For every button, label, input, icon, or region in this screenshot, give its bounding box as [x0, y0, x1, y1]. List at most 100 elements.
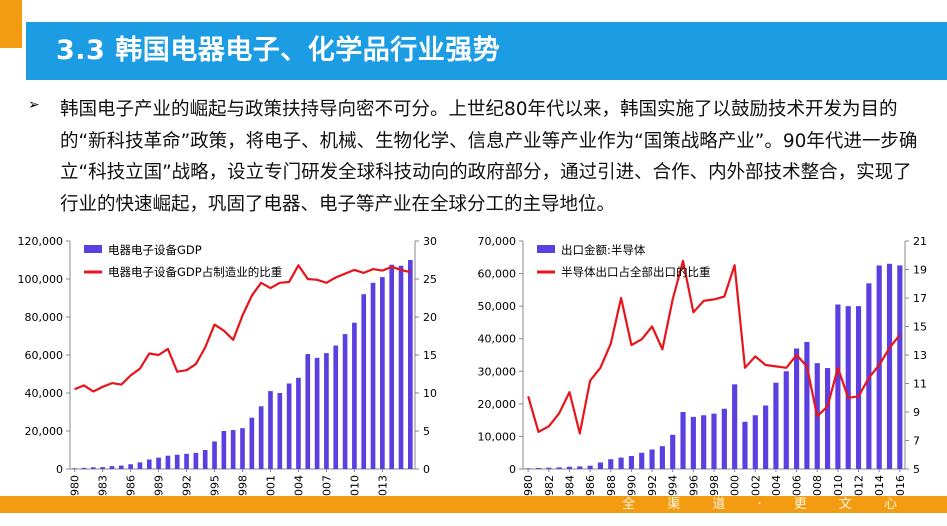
right-chart-bar: [711, 413, 717, 469]
left-chart-legend-bar-swatch: [84, 245, 102, 253]
right-chart-ratio-line: [527, 259, 901, 435]
left-chart-bar: [81, 467, 87, 469]
right-chart-y-left-tick-label: 70,000: [478, 235, 517, 248]
chart-electronics-gdp: 0 20,000 40,000 60,000 80,000 100,000 120,000 0…: [2, 228, 462, 526]
left-chart-y-left-tick-label: 100,000: [18, 273, 64, 286]
left-chart-bar: [193, 452, 199, 469]
body-paragraph: 韩国电子产业的崛起与政策扶持导向密不可分。上世纪80年代以来，韩国实施了以鼓励技…: [60, 99, 918, 215]
right-chart-bar: [639, 452, 645, 469]
right-chart-bar: [659, 446, 665, 469]
right-chart-y-right-tick-label: 11: [913, 378, 927, 391]
left-chart-y-right-tick-label: 5: [423, 425, 430, 438]
left-chart-bar: [230, 430, 236, 469]
left-chart-y-left-tick-label: 120,000: [18, 235, 64, 248]
right-chart-y-right-tick-label: 15: [913, 321, 927, 334]
right-chart-y-right-tick-label: 9: [913, 406, 920, 419]
right-chart-bar: [732, 384, 738, 469]
left-chart-bar: [221, 431, 227, 469]
right-chart-legend-bar-swatch: [537, 245, 555, 253]
body-text-block: ➢ 韩国电子产业的崛起与政策扶持导向密不可分。上世纪80年代以来，韩国实施了以鼓…: [28, 94, 923, 220]
left-chart-bar: [146, 459, 152, 469]
right-chart-bar: [721, 408, 727, 469]
left-chart-bar: [361, 294, 367, 469]
chart-semiconductor-export-svg: 0 10,000 20,000 30,000 40,000 50,000 60,000 70,…: [478, 235, 928, 503]
right-chart-y-right-tick-label: 19: [913, 264, 927, 277]
right-chart-bar: [783, 371, 789, 469]
right-chart-bar: [886, 263, 893, 469]
right-chart-y-right-tick-label: 13: [913, 349, 927, 362]
right-chart-bar: [670, 434, 676, 469]
right-chart-y-left-tick-label: 10,000: [478, 430, 517, 443]
left-chart-legend-line-label: 电器电子设备GDP占制造业的比重: [108, 265, 282, 279]
right-chart-legend-bar-label: 出口金额:半导体: [561, 243, 646, 257]
title-bar: 3.3 韩国电器电子、化学品行业强势: [26, 22, 947, 80]
right-chart-y-right-tick-label: 7: [913, 435, 920, 448]
left-chart-bar: [277, 393, 283, 469]
left-chart-bar: [296, 377, 301, 469]
left-chart-bar: [128, 464, 133, 469]
right-chart-bar: [525, 468, 531, 469]
right-chart-bar: [752, 415, 758, 469]
chart-semiconductor-export: 0 10,000 20,000 30,000 40,000 50,000 60,000 70,…: [478, 228, 938, 526]
right-chart-bar: [649, 449, 655, 469]
right-chart-y-left-tick-label: 20,000: [478, 398, 517, 411]
right-chart-y-right-tick-label: 21: [913, 235, 927, 248]
arrow-bullet-icon: ➢: [28, 97, 40, 113]
right-chart-bar: [876, 265, 882, 469]
right-chart-bar: [628, 455, 634, 469]
left-chart-y-right-tick-label: 0: [423, 463, 430, 476]
left-chart-bar: [90, 467, 96, 469]
left-chart-y-left-tick-label: 40,000: [25, 387, 64, 400]
left-chart-bar: [100, 467, 105, 469]
left-chart-bar: [156, 457, 161, 469]
right-chart-bar: [618, 457, 624, 469]
right-chart-bar: [566, 466, 573, 469]
right-chart-bar: [535, 468, 542, 469]
orange-accent-block: [0, 0, 22, 48]
left-chart-bar: [305, 354, 311, 469]
footer-bar: 全 渠 道 · 更 文 心: [0, 496, 947, 513]
right-chart-legend-line-label: 半导体出口占全部出口的比重: [561, 265, 711, 279]
left-chart-legend-bar-label: 电器电子设备GDP: [108, 243, 202, 257]
left-chart-bar: [314, 357, 320, 469]
left-chart-bar: [398, 265, 404, 469]
left-chart-bar: [137, 462, 143, 469]
left-chart-bar: [258, 406, 264, 469]
left-chart-y-right-tick-label: 15: [423, 349, 437, 362]
right-chart-bar: [845, 306, 851, 469]
right-chart-bar: [680, 412, 686, 469]
left-chart-bar: [118, 465, 124, 469]
left-chart-y-right-tick-label: 20: [423, 311, 437, 324]
right-chart-bar: [546, 467, 552, 469]
left-chart-bar: [380, 277, 385, 469]
left-chart-bar: [370, 282, 376, 469]
right-chart-y-left-tick-label: 0: [509, 463, 516, 476]
right-chart-bar: [773, 382, 779, 469]
left-chart-bar: [212, 441, 217, 469]
left-chart-bar: [109, 466, 115, 469]
left-chart-y-left-tick-label: 20,000: [25, 425, 64, 438]
right-chart-bar: [587, 465, 593, 469]
right-chart-y-left-tick-label: 30,000: [478, 365, 517, 378]
right-chart-y-right-tick-label: 17: [913, 292, 927, 305]
right-chart-y-left-tick-label: 40,000: [478, 333, 517, 346]
right-chart-bar: [824, 368, 831, 469]
left-chart-ratio-line: [74, 264, 411, 393]
left-chart-bar: [202, 450, 208, 469]
right-chart-y-left-tick-label: 50,000: [478, 300, 517, 313]
left-chart-bar: [184, 453, 189, 469]
page-title: 3.3 韩国电器电子、化学品行业强势: [56, 35, 501, 66]
left-chart-y-right-tick-label: 10: [423, 387, 437, 400]
left-chart-bar: [286, 383, 292, 469]
left-chart-y-left-tick-label: 80,000: [25, 311, 64, 324]
right-chart-bar: [742, 421, 748, 469]
left-chart-bar: [72, 468, 77, 469]
right-chart-bar: [690, 416, 696, 469]
right-chart-bar: [556, 467, 562, 469]
left-chart-bar: [408, 260, 413, 469]
right-chart-bar: [763, 405, 769, 469]
chart-electronics-gdp-svg: 0 20,000 40,000 60,000 80,000 100,000 120,000 0…: [18, 235, 438, 503]
left-chart-y-right-tick-label: 30: [423, 235, 437, 248]
left-chart-y-left-tick-label: 0: [56, 463, 63, 476]
left-chart-bar: [165, 455, 171, 469]
